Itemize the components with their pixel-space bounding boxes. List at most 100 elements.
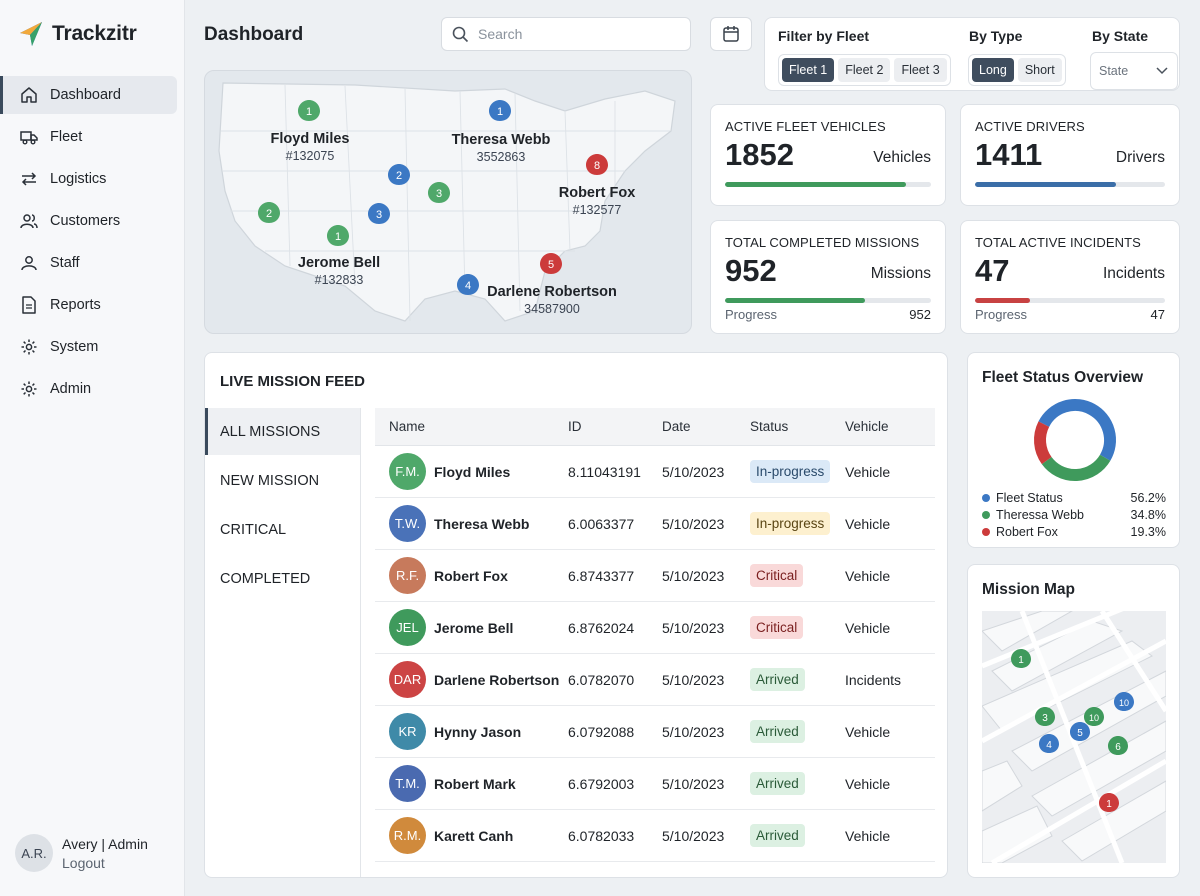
table-row[interactable]: R.F. Robert Fox 6.8743377 5/10/2023 Critical… (375, 550, 935, 602)
id-cell: 6.8743377 (568, 567, 635, 584)
brand[interactable]: Trackzitr (18, 20, 137, 48)
column-header-date[interactable]: Date (662, 419, 691, 434)
avatar: DAR (389, 661, 426, 698)
map-pin[interactable]: 1 (1099, 793, 1119, 818)
column-header-vehicle[interactable]: Vehicle (845, 419, 889, 434)
progress-value: 952 (909, 307, 931, 322)
fleet-map[interactable]: 1 1 8 2 3 2 3 1 5 4 Floyd Miles #132075 T… (204, 70, 692, 334)
map-pin[interactable]: 2 (388, 164, 410, 191)
map-pin[interactable]: 1 (298, 100, 320, 127)
search-input[interactable] (478, 26, 678, 42)
legend-label: Fleet Status (996, 490, 1063, 505)
legend-swatch (982, 510, 990, 519)
map-pin-label: 10 (1089, 713, 1099, 723)
legend-label: Robert Fox (996, 524, 1058, 539)
sidebar-item-staff[interactable]: Staff (0, 244, 177, 282)
sidebar-item-logistics[interactable]: Logistics (0, 160, 177, 198)
tab-completed[interactable]: COMPLETED (220, 570, 311, 587)
tab-new-mission[interactable]: NEW MISSION (220, 472, 320, 489)
table-row[interactable]: KR Hynny Jason 6.0792088 5/10/2023 Arrived Ve… (375, 706, 935, 758)
progress-label: Progress (725, 307, 778, 322)
legend-swatch (982, 493, 990, 502)
user-icon (21, 256, 37, 271)
fleet-2-chip[interactable]: Fleet 2 (838, 58, 891, 82)
map-pin-label: 1 (1106, 799, 1112, 810)
map-pin-label: 5 (548, 259, 554, 271)
sidebar-item-dashboard[interactable]: Dashboard (0, 76, 177, 114)
map-pin[interactable]: 3 (1035, 707, 1055, 732)
table-row[interactable]: DAR Darlene Robertson 6.0782070 5/10/2023 Ar… (375, 654, 935, 706)
user-profile[interactable]: A.R. Avery | Admin Logout (15, 834, 148, 872)
table-row[interactable]: JEL Jerome Bell 6.8762024 5/10/2023 Critical… (375, 602, 935, 654)
map-pin[interactable]: 4 (1039, 734, 1059, 759)
map-pin[interactable]: 4 (457, 274, 479, 301)
map-pin[interactable]: 1 (489, 100, 511, 127)
progress-fill (725, 298, 866, 303)
map-pin[interactable]: 3 (428, 182, 450, 209)
type-short-chip[interactable]: Short (1017, 58, 1062, 82)
status-badge: Critical (750, 564, 804, 587)
sidebar-item-label: Reports (50, 297, 101, 313)
sidebar-item-system[interactable]: System (0, 328, 177, 366)
sidebar-item-customers[interactable]: Customers (0, 202, 177, 240)
id-cell: 6.0782033 (568, 827, 635, 844)
donut-slice (1038, 399, 1116, 461)
type-long-chip[interactable]: Long (972, 58, 1014, 82)
stat-unit: Missions (870, 265, 931, 282)
overview-title: Fleet Status Overview (982, 369, 1144, 386)
search-icon (452, 26, 469, 42)
calendar-button[interactable] (710, 17, 752, 51)
map-pin[interactable]: 8 (586, 154, 608, 181)
fleet-3-chip[interactable]: Fleet 3 (894, 58, 947, 82)
map-pin[interactable]: 6 (1108, 736, 1128, 761)
table-row[interactable]: F.M. Floyd Miles 8.11043191 5/10/2023 In-pro… (375, 446, 935, 498)
chevron-down-icon (1156, 67, 1168, 75)
table-row[interactable]: T.M. Robert Mark 6.6792003 5/10/2023 Arrived… (375, 758, 935, 810)
map-pin[interactable]: 1 (1011, 649, 1031, 674)
sidebar-item-fleet[interactable]: Fleet (0, 118, 177, 156)
fleet-1-chip[interactable]: Fleet 1 (782, 58, 835, 82)
column-header-status[interactable]: Status (750, 419, 789, 434)
map-pin[interactable]: 2 (258, 202, 280, 229)
sidebar-item-admin[interactable]: Admin (0, 370, 177, 408)
name-cell: KR Hynny Jason (375, 713, 568, 750)
logout-link[interactable]: Logout (62, 854, 105, 871)
map-pin[interactable]: 5 (540, 253, 562, 280)
stat-unit: Vehicles (873, 149, 931, 166)
date-cell: 5/10/2023 (662, 723, 725, 740)
state-select[interactable]: State (1090, 52, 1178, 90)
table-body: F.M. Floyd Miles 8.11043191 5/10/2023 In-pro… (375, 446, 935, 862)
donut-chart (1034, 399, 1116, 481)
table-row[interactable]: T.W. Theresa Webb 6.0063377 5/10/2023 In-pro… (375, 498, 935, 550)
status-badge: Arrived (750, 720, 805, 743)
search-box[interactable] (441, 17, 691, 51)
column-header-id[interactable]: ID (568, 419, 582, 434)
table-row[interactable]: R.M. Karett Canh 6.0782033 5/10/2023 Arrived… (375, 810, 935, 862)
tab-all-missions[interactable]: ALL MISSIONS (205, 408, 360, 455)
column-header-name[interactable]: Name (389, 419, 426, 434)
feed-title: LIVE MISSION FEED (220, 373, 366, 390)
vehicle-cell: Vehicle (845, 463, 891, 480)
tab-critical[interactable]: CRITICAL (220, 521, 287, 538)
sidebar-nav: Dashboard Fleet Logistics Customers Staf… (0, 76, 185, 412)
avatar: KR (389, 713, 426, 750)
progress-label: Progress (975, 307, 1028, 322)
map-pin-label: 6 (1115, 742, 1121, 753)
avatar: R.F. (389, 557, 426, 594)
sidebar-item-label: Customers (50, 213, 121, 229)
sidebar-item-reports[interactable]: Reports (0, 286, 177, 324)
map-pin[interactable]: 10 (1114, 692, 1134, 717)
map-pin-label: 3 (1042, 713, 1048, 724)
sidebar-item-label: System (50, 339, 99, 355)
map-pin[interactable]: 3 (368, 203, 390, 230)
name-cell: R.M. Karett Canh (375, 817, 568, 854)
map-pin[interactable]: 1 (327, 225, 349, 252)
driver-name: Jerome Bell (434, 619, 514, 636)
driver-name: Darlene Robertson (434, 671, 560, 688)
stat-card-vehicles: ACTIVE FLEET VEHICLES 1852 Vehicles (710, 104, 946, 206)
map-pin[interactable]: 5 (1070, 722, 1090, 747)
mission-table: Name ID Date Status Vehicle F.M. Floyd Mi… (375, 408, 935, 862)
map-pin[interactable]: 10 (1084, 707, 1104, 732)
id-cell: 6.0782070 (568, 671, 635, 688)
mission-map[interactable]: 1 3 4 10 5 10 6 1 (982, 611, 1166, 863)
